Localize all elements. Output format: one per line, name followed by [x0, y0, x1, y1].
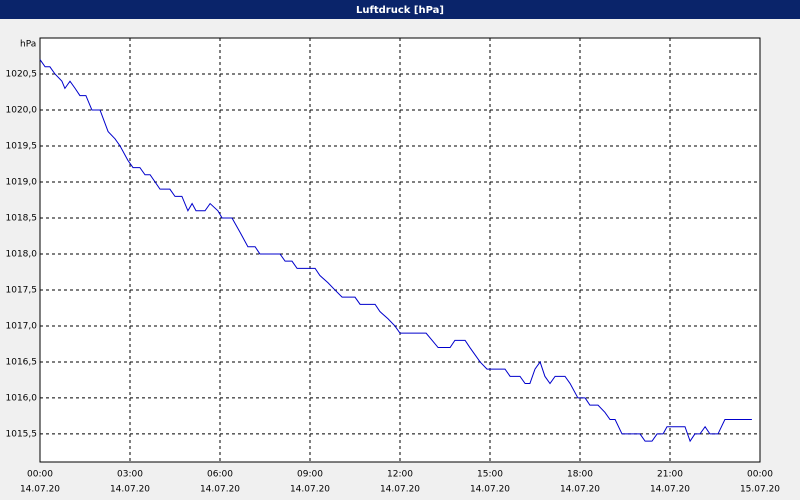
- x-tick-date: 14.07.20: [650, 485, 690, 495]
- y-tick-label: 1017,0: [6, 321, 38, 331]
- y-tick-label: 1015,5: [6, 429, 38, 439]
- x-tick-date: 14.07.20: [20, 485, 60, 495]
- x-tick-label: 12:00: [387, 470, 413, 480]
- x-tick-date: 14.07.20: [290, 485, 330, 495]
- y-tick-label: 1016,5: [6, 357, 38, 367]
- x-tick-label: 18:00: [567, 470, 593, 480]
- y-tick-label: 1019,0: [6, 177, 38, 187]
- x-tick-label: 06:00: [207, 470, 233, 480]
- chart-title: Luftdruck [hPa]: [356, 5, 444, 16]
- x-tick-date: 14.07.20: [200, 485, 240, 495]
- y-tick-label: 1017,5: [6, 285, 38, 295]
- y-tick-label: 1018,5: [6, 213, 38, 223]
- title-bar: [0, 0, 800, 19]
- x-tick-label: 09:00: [297, 470, 323, 480]
- y-tick-label: 1019,5: [6, 141, 38, 151]
- x-tick-label: 21:00: [657, 470, 683, 480]
- x-tick-label: 15:00: [477, 470, 503, 480]
- x-tick-date: 14.07.20: [110, 485, 150, 495]
- y-tick-label: 1016,0: [6, 393, 38, 403]
- x-tick-date: 14.07.20: [470, 485, 510, 495]
- x-tick-date: 14.07.20: [380, 485, 420, 495]
- y-tick-label: 1020,5: [6, 69, 38, 79]
- y-unit-label: hPa: [20, 40, 36, 50]
- y-tick-label: 1020,0: [6, 105, 38, 115]
- x-tick-label: 00:00: [747, 470, 773, 480]
- data-line: [39, 59, 752, 443]
- x-tick-label: 00:00: [27, 470, 53, 480]
- x-tick-label: 03:00: [117, 470, 143, 480]
- x-tick-date: 15.07.20: [740, 485, 780, 495]
- x-tick-date: 14.07.20: [560, 485, 600, 495]
- y-tick-label: 1018,0: [6, 249, 38, 259]
